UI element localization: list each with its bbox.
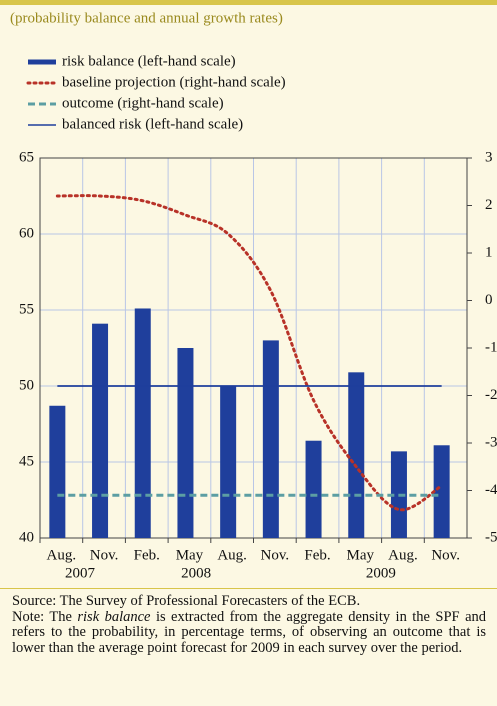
note-italic: risk balance <box>77 608 151 625</box>
x-tick-label: Aug. <box>217 547 247 563</box>
bar <box>220 386 237 538</box>
legend-label: balanced risk (left-hand scale) <box>62 116 243 132</box>
y2-tick-label: 2 <box>485 197 493 213</box>
y-tick-label: 60 <box>19 225 34 241</box>
x-tick-label: Nov. <box>90 547 119 563</box>
y-tick-label: 40 <box>19 529 34 545</box>
y2-tick-label: 3 <box>485 149 493 165</box>
source: Source: The Survey of Professional Forec… <box>12 593 361 609</box>
y2-tick-label: 0 <box>485 292 493 308</box>
x-tick-label: Feb. <box>304 547 330 563</box>
bar <box>177 348 194 538</box>
y2-tick-label: -2 <box>485 387 497 403</box>
line-dotted <box>55 194 444 512</box>
legend-label: outcome (right-hand scale) <box>62 95 224 111</box>
x-tick-label: Nov. <box>261 547 290 563</box>
x-tick-label: Aug. <box>47 547 77 563</box>
chart-subtitle: (probability balance and annual growth r… <box>10 10 283 26</box>
x-tick-label: May <box>176 547 204 563</box>
top-bar <box>0 0 497 5</box>
y2-tick-label: -5 <box>485 529 497 545</box>
bar <box>92 323 109 538</box>
bar <box>348 372 365 538</box>
x-tick-label: Aug. <box>388 547 418 563</box>
note: Note: The risk balance is extracted from… <box>12 608 487 657</box>
separator <box>0 588 497 589</box>
year-label: 2007 <box>65 565 96 581</box>
legend-label: risk balance (left-hand scale) <box>62 53 236 69</box>
x-tick-label: Nov. <box>431 547 460 563</box>
y2-tick-label: -4 <box>485 482 497 498</box>
y2-tick-label: -1 <box>485 339 497 355</box>
footnote: Source: The Survey of Professional Forec… <box>12 593 487 657</box>
bar <box>134 308 151 538</box>
y-tick-label: 45 <box>19 453 34 469</box>
bar <box>433 445 450 538</box>
chart: (probability balance and annual growth r… <box>10 10 497 581</box>
note-text: is extracted from the aggregate density … <box>12 608 487 656</box>
year-label: 2009 <box>366 565 396 581</box>
bar <box>262 340 279 538</box>
x-tick-label: Feb. <box>134 547 160 563</box>
y2-tick-label: -3 <box>485 434 497 450</box>
y2-tick-label: 1 <box>485 244 493 260</box>
x-tick-label: May <box>347 547 375 563</box>
bar <box>305 440 322 538</box>
legend-label: baseline projection (right-hand scale) <box>62 74 286 90</box>
bar <box>49 405 66 538</box>
y-tick-label: 65 <box>19 149 34 165</box>
year-label: 2008 <box>181 565 211 581</box>
y-tick-label: 50 <box>19 377 34 393</box>
note-text: Note: The <box>12 608 78 625</box>
y-tick-label: 55 <box>19 301 34 317</box>
